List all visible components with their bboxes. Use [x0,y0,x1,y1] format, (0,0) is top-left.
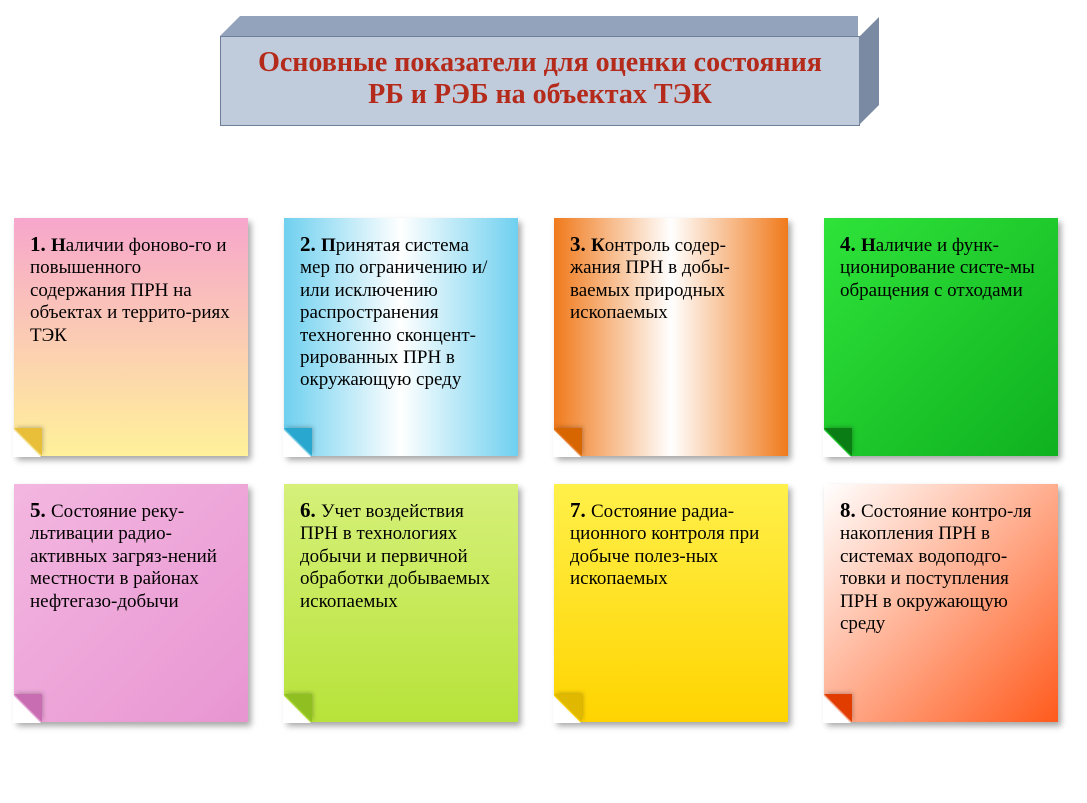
card-text: 5. Состояние реку-льтивации радио-активн… [30,498,232,613]
card-text: 4. Наличие и функ-ционирование систе-мы … [840,232,1042,302]
title-block: Основные показатели для оценки состояния… [220,16,860,126]
card-corner-cut [283,429,311,457]
card-body-text: Учет воздействия ПРН в технологиях добыч… [300,501,490,612]
card-corner-cut [553,429,581,457]
card-corner-curl [824,428,852,456]
card-number: 5. [30,498,51,522]
card-3: 3. Контроль содер-жания ПРН в добы-ваемы… [554,218,788,456]
card-corner-curl [284,428,312,456]
title-face: Основные показатели для оценки состояния… [220,36,860,126]
card-corner-cut [13,429,41,457]
card-lead-letter: П [321,235,336,256]
card-5: 5. Состояние реку-льтивации радио-активн… [14,484,248,722]
card-corner-curl [14,694,42,722]
card-number: 8. [840,498,861,522]
card-lead-letter: Н [51,235,66,256]
card-text: 6. Учет воздействия ПРН в технологиях до… [300,498,502,613]
card-corner-curl [554,694,582,722]
card-text: 2. Принятая система мер по ограничению и… [300,232,502,392]
card-body-text: Состояние радиа-ционного контроля при до… [570,501,759,589]
card-body-text: ринятая система мер по ограничению и/или… [300,235,487,390]
card-6: 6. Учет воздействия ПРН в технологиях до… [284,484,518,722]
card-body-text: Состояние реку-льтивации радио-активных … [30,501,217,612]
card-lead-letter: К [591,235,605,256]
card-number: 2. [300,232,321,256]
card-body-text: Состояние контро-ля накопления ПРН в сис… [840,501,1032,634]
card-number: 1. [30,232,51,256]
card-grid: 1. Наличии фоново-го и повышенного содер… [14,218,1074,722]
card-text: 7. Состояние радиа-ционного контроля при… [570,498,772,591]
card-corner-curl [824,694,852,722]
card-text: 3. Контроль содер-жания ПРН в добы-ваемы… [570,232,772,325]
card-text: 1. Наличии фоново-го и повышенного содер… [30,232,232,347]
card-corner-cut [553,695,581,723]
card-text: 8. Состояние контро-ля накопления ПРН в … [840,498,1042,635]
card-7: 7. Состояние радиа-ционного контроля при… [554,484,788,722]
card-corner-cut [283,695,311,723]
card-number: 3. [570,232,591,256]
card-number: 4. [840,232,861,256]
title-text: Основные показатели для оценки состояния… [258,47,822,110]
card-corner-cut [823,429,851,457]
card-number: 6. [300,498,321,522]
card-2: 2. Принятая система мер по ограничению и… [284,218,518,456]
card-lead-letter: Н [861,235,876,256]
card-corner-curl [554,428,582,456]
card-corner-curl [14,428,42,456]
card-4: 4. Наличие и функ-ционирование систе-мы … [824,218,1058,456]
card-number: 7. [570,498,591,522]
card-corner-cut [13,695,41,723]
title-3d-side [859,17,879,125]
card-corner-curl [284,694,312,722]
card-corner-cut [823,695,851,723]
title-3d-top [220,16,858,36]
card-8: 8. Состояние контро-ля накопления ПРН в … [824,484,1058,722]
card-1: 1. Наличии фоново-го и повышенного содер… [14,218,248,456]
